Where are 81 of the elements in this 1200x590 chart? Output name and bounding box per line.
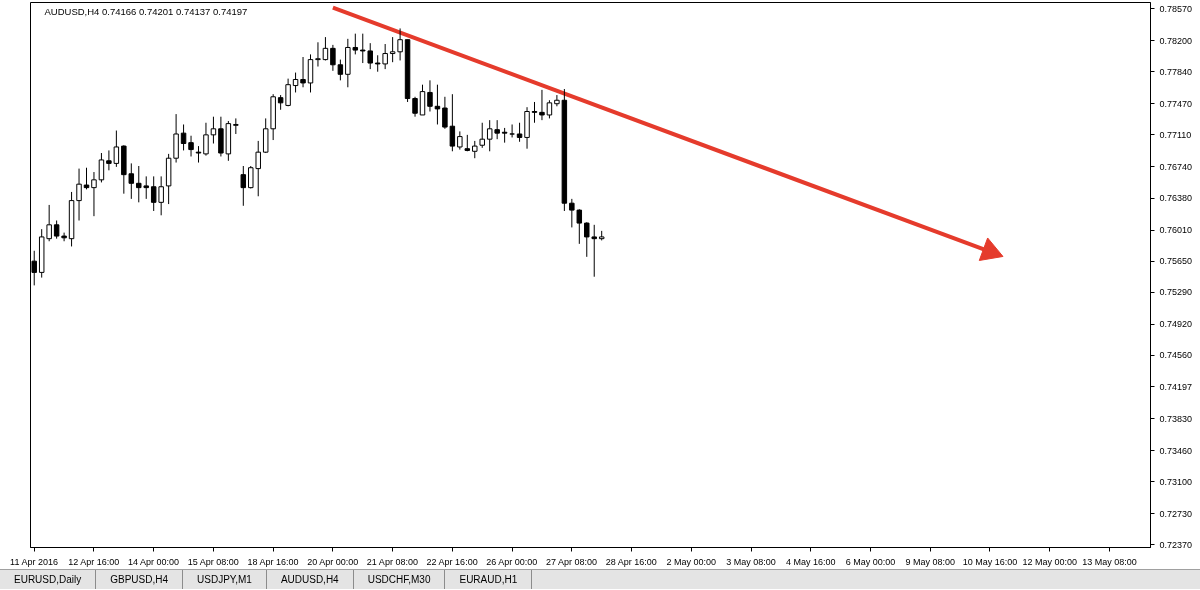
x-tick-label: 22 Apr 16:00 [426,556,478,567]
text: AUDUSD,H4 [266,570,354,590]
candlestick [330,44,336,72]
x-tick-label: 10 May 16:00 [962,556,1018,567]
candlestick [584,221,590,258]
text: USDJPY,M1 [183,570,267,590]
x-tick-label: 28 Apr 16:00 [605,556,657,567]
candlestick [397,27,403,61]
x-tick-label: 21 Apr 08:00 [366,556,418,567]
y-tick-label: 0.74560 [1159,350,1193,361]
x-tick-label: 6 May 00:00 [845,556,896,567]
candlestick [569,198,575,228]
y-tick-label: 0.75650 [1159,256,1193,267]
candlestick [546,99,553,119]
chart-title: AUDUSD,H4 0.74166 0.74201 0.74137 0.74197 [44,5,248,17]
candlestick [91,171,97,217]
x-tick-label: 20 Apr 00:00 [307,556,359,567]
candlestick [262,117,269,154]
candlestick [479,122,485,149]
candlestick [83,167,90,190]
candlestick [195,145,202,164]
candlestick [434,84,441,125]
candlestick [53,220,60,240]
candlestick [539,89,545,121]
candlestick [180,123,187,151]
y-tick-label: 0.77110 [1159,129,1192,140]
candlestick [531,101,538,124]
y-tick-label: 0.72370 [1159,539,1193,550]
y-tick-label: 0.74197 [1159,381,1193,392]
x-tick-label: 2 May 00:00 [666,556,717,567]
x-tick-label: 26 Apr 00:00 [486,556,538,567]
y-tick-label: 0.76380 [1159,193,1193,204]
x-tick-label: 12 Apr 16:00 [68,556,120,567]
candlestick [337,59,344,81]
candlestick [188,135,194,157]
text: USDCHF,M30 [353,570,446,590]
candlestick [61,232,67,242]
candlestick [412,96,418,118]
x-tick-label: 4 May 16:00 [786,556,836,567]
candlestick [203,122,209,157]
candlestick [292,72,299,93]
candlestick [516,122,523,143]
candlestick [240,165,247,207]
y-tick-label: 0.73100 [1159,476,1193,487]
text: GBPUSD,H4 [96,570,184,590]
candlestick [591,224,597,278]
x-tick-label: 14 Apr 00:00 [127,556,179,567]
candlestick [210,116,217,145]
y-tick-label: 0.73830 [1159,413,1193,424]
candlestick [367,42,373,70]
text: EURAUD,H1 [445,570,533,590]
y-tick-label: 0.74920 [1159,319,1193,330]
x-tick-label: 9 May 08:00 [905,556,955,567]
candlestick [307,53,314,93]
y-tick-label: 0.76010 [1159,225,1193,236]
y-tick-label: 0.78200 [1159,35,1193,46]
y-tick-label: 0.78570 [1159,3,1193,14]
candlestick [300,56,306,88]
y-tick-label: 0.76740 [1159,161,1193,172]
candlestick [98,152,105,183]
x-tick-label: 3 May 08:00 [726,556,776,567]
y-tick-label: 0.77470 [1159,98,1193,109]
candlestick [457,130,463,151]
candlestick [389,36,396,63]
text: EURUSD,Daily [0,570,97,590]
x-tick-label: 12 May 00:00 [1022,556,1077,567]
y-tick-label: 0.75290 [1159,287,1193,298]
candlestick [419,84,426,116]
candlestick [360,33,366,64]
candlestick [576,208,583,245]
x-tick-label: 15 Apr 08:00 [187,556,239,567]
y-tick-label: 0.73460 [1159,445,1193,456]
x-tick-label: 27 Apr 08:00 [546,556,598,567]
x-tick-label: 13 May 08:00 [1082,556,1137,567]
candlestick [76,168,82,221]
x-tick-label: 18 Apr 16:00 [247,556,299,567]
candlestick [427,79,433,112]
x-tick-label: 11 Apr 2016 [10,556,58,567]
y-tick-label: 0.72730 [1159,508,1193,519]
candlestick [315,41,321,68]
y-tick-label: 0.77840 [1159,66,1193,77]
